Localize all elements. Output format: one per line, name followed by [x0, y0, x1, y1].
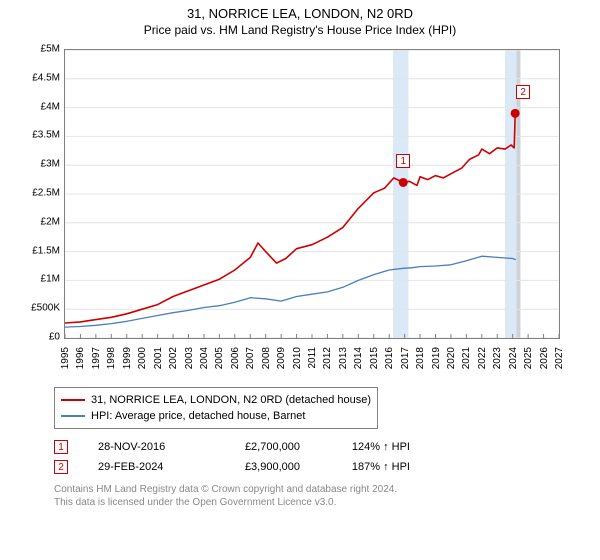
sale-marker-label: 2: [516, 85, 530, 99]
transactions-table: 1 28-NOV-2016 £2,700,000 124% ↑ HPI 2 29-FEB-…: [54, 437, 590, 477]
x-tick-label: 1999: [122, 347, 133, 369]
sale-marker-label: 1: [396, 154, 410, 168]
x-tick-label: 2020: [446, 347, 457, 369]
y-tick-label: £1M: [41, 274, 60, 285]
x-tick-label: 2026: [539, 347, 550, 369]
transaction-badge: 1: [54, 440, 68, 454]
x-tick-label: 2013: [338, 347, 349, 369]
x-tick-label: 2003: [184, 347, 195, 369]
chart: £0 £500K £1M £1.5M £2M £2.5M £3M £3.5M £4M £4.5M £…: [20, 45, 580, 385]
legend-label: 31, NORRICE LEA, LONDON, N2 0RD (detache…: [91, 394, 371, 406]
footer-line-2: This data is licensed under the Open Gov…: [54, 496, 590, 509]
chart-subtitle: Price paid vs. HM Land Registry's House …: [10, 23, 590, 37]
transaction-hpi: 124% ↑ HPI: [330, 441, 410, 453]
x-tick-label: 2004: [199, 347, 210, 369]
x-tick-label: 1996: [75, 347, 86, 369]
legend-swatch: [61, 399, 85, 401]
y-tick-label: £5M: [41, 44, 60, 55]
legend-item: 31, NORRICE LEA, LONDON, N2 0RD (detache…: [61, 392, 371, 408]
x-tick-label: 2027: [554, 347, 565, 369]
y-tick-label: £500K: [31, 303, 60, 314]
chart-title: 31, NORRICE LEA, LONDON, N2 0RD: [10, 6, 590, 21]
x-tick-label: 2014: [353, 347, 364, 369]
x-tick-label: 2000: [137, 347, 148, 369]
x-tick-label: 2021: [461, 347, 472, 369]
footer-attribution: Contains HM Land Registry data © Crown c…: [54, 483, 590, 509]
y-tick-label: £2M: [41, 216, 60, 227]
x-tick-label: 2023: [492, 347, 503, 369]
x-tick-label: 2022: [477, 347, 488, 369]
x-tick-label: 1998: [106, 347, 117, 369]
x-tick-label: 2019: [431, 347, 442, 369]
x-tick-label: 1995: [60, 347, 71, 369]
legend: 31, NORRICE LEA, LONDON, N2 0RD (detache…: [54, 387, 378, 429]
y-axis-labels: £0 £500K £1M £1.5M £2M £2.5M £3M £3.5M £4M £4.5M £…: [20, 45, 62, 343]
plot-area: 12: [64, 49, 560, 339]
x-tick-label: 2007: [245, 347, 256, 369]
x-tick-label: 2001: [153, 347, 164, 369]
y-tick-label: £4.5M: [32, 72, 60, 83]
x-tick-label: 2006: [230, 347, 241, 369]
transaction-row: 2 29-FEB-2024 £3,900,000 187% ↑ HPI: [54, 457, 590, 477]
transaction-badge: 2: [54, 460, 68, 474]
y-tick-label: £4M: [41, 101, 60, 112]
transaction-hpi: 187% ↑ HPI: [330, 461, 410, 473]
x-tick-label: 2025: [523, 347, 534, 369]
x-tick-label: 2016: [384, 347, 395, 369]
transaction-date: 29-FEB-2024: [98, 461, 190, 473]
x-tick-label: 2011: [307, 347, 318, 369]
y-tick-label: £2.5M: [32, 188, 60, 199]
y-tick-label: £3.5M: [32, 130, 60, 141]
transaction-price: £3,900,000: [220, 461, 300, 473]
y-tick-label: £1.5M: [32, 245, 60, 256]
x-tick-label: 2024: [508, 347, 519, 369]
x-tick-label: 2017: [400, 347, 411, 369]
transaction-price: £2,700,000: [220, 441, 300, 453]
x-tick-label: 2018: [415, 347, 426, 369]
legend-label: HPI: Average price, detached house, Barn…: [91, 410, 305, 422]
y-tick-label: £0: [49, 332, 60, 343]
x-tick-label: 2002: [168, 347, 179, 369]
footer-line-1: Contains HM Land Registry data © Crown c…: [54, 483, 590, 496]
x-tick-label: 2010: [292, 347, 303, 369]
x-tick-label: 1997: [91, 347, 102, 369]
x-tick-label: 2008: [261, 347, 272, 369]
x-tick-label: 2009: [276, 347, 287, 369]
legend-item: HPI: Average price, detached house, Barn…: [61, 408, 371, 424]
y-tick-label: £3M: [41, 159, 60, 170]
legend-swatch: [61, 415, 85, 417]
transaction-date: 28-NOV-2016: [98, 441, 190, 453]
x-axis-labels: 1995199619971998199920002001200220032004…: [64, 343, 560, 393]
transaction-row: 1 28-NOV-2016 £2,700,000 124% ↑ HPI: [54, 437, 590, 457]
x-tick-label: 2012: [322, 347, 333, 369]
x-tick-label: 2005: [214, 347, 225, 369]
x-tick-label: 2015: [369, 347, 380, 369]
